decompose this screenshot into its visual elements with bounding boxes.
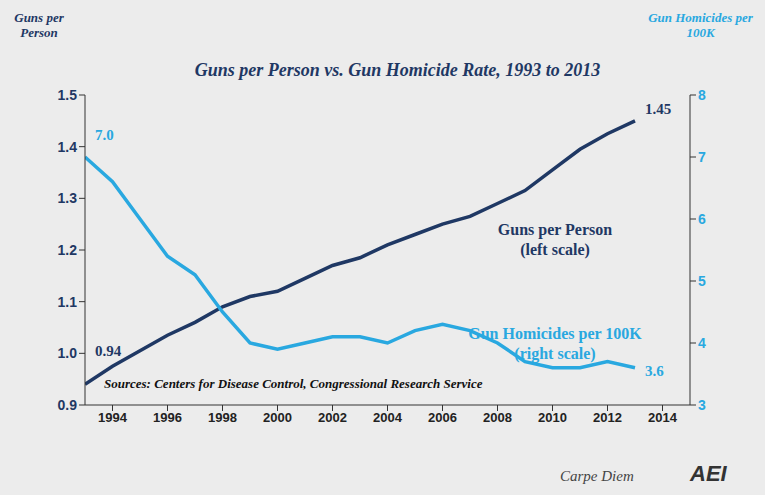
html-text:Sources: Centers for Disease C: Sources: Centers for Disease Control, Co… <box>104 376 483 391</box>
svg-text:2002: 2002 <box>318 410 347 425</box>
html-text:AEI: AEI <box>690 461 727 486</box>
svg-text:7: 7 <box>698 149 706 165</box>
svg-text:1.5: 1.5 <box>58 87 78 103</box>
svg-text:0.9: 0.9 <box>58 397 78 413</box>
html-text:Guns per Person vs. Gun Homici: Guns per Person vs. Gun Homicide Rate, 1… <box>194 60 601 80</box>
html-text:Guns per Person: Guns per Person <box>14 10 64 40</box>
svg-text:3: 3 <box>698 397 706 413</box>
svg-text:1.3: 1.3 <box>58 190 78 206</box>
html-text:Carpe Diem: Carpe Diem <box>560 468 634 484</box>
svg-text:3.6: 3.6 <box>645 363 664 379</box>
html-text:(right scale): (right scale) <box>514 345 596 362</box>
html-text:Guns per Person: Guns per Person <box>497 221 613 238</box>
svg-text:2010: 2010 <box>538 410 567 425</box>
svg-text:1.1: 1.1 <box>58 294 78 310</box>
html-text:(left scale): (left scale) <box>520 241 590 258</box>
svg-text:6: 6 <box>698 211 706 227</box>
svg-text:2004: 2004 <box>373 410 403 425</box>
svg-text:2008: 2008 <box>483 410 512 425</box>
svg-text:4: 4 <box>698 335 706 351</box>
svg-text:2012: 2012 <box>593 410 622 425</box>
html-text:Gun Homicides per 100K: Gun Homicides per 100K <box>468 325 642 342</box>
html-text:Gun Homicides per 100K: Gun Homicides per 100K <box>648 10 753 40</box>
svg-text:2006: 2006 <box>428 410 457 425</box>
svg-text:1994: 1994 <box>98 410 128 425</box>
svg-text:2000: 2000 <box>263 410 292 425</box>
svg-text:1.45: 1.45 <box>645 101 671 117</box>
svg-text:1996: 1996 <box>153 410 182 425</box>
svg-text:2014: 2014 <box>648 410 678 425</box>
svg-text:5: 5 <box>698 273 706 289</box>
svg-text:1.0: 1.0 <box>58 345 78 361</box>
svg-text:7.0: 7.0 <box>95 127 114 143</box>
svg-text:8: 8 <box>698 87 706 103</box>
svg-text:1.2: 1.2 <box>58 242 78 258</box>
svg-text:1.4: 1.4 <box>58 139 78 155</box>
svg-text:1998: 1998 <box>208 410 237 425</box>
svg-text:0.94: 0.94 <box>95 343 122 359</box>
